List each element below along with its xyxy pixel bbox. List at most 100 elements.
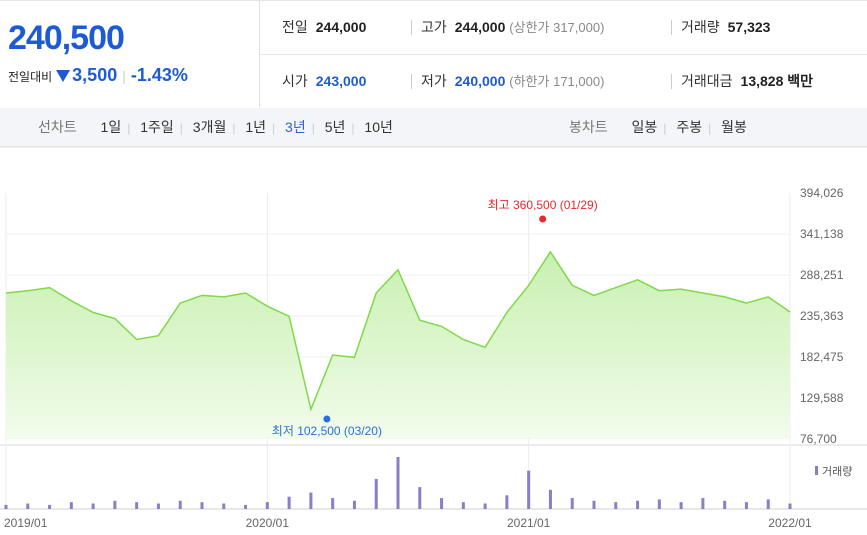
- change-label: 전일대비: [8, 70, 53, 84]
- tab-monthly[interactable]: 월봉: [721, 119, 747, 135]
- line-chart-label: 선차트: [38, 119, 77, 135]
- volume-bar: [766, 499, 770, 509]
- tab-divider: |: [232, 121, 236, 135]
- stat-prev-close: 전일 244,000: [282, 1, 366, 54]
- volume-bar: [744, 502, 748, 509]
- tab-divider: |: [311, 121, 315, 135]
- y-tick-label: 341,138: [800, 227, 844, 241]
- volume-bar: [440, 498, 444, 509]
- low-marker: [323, 415, 331, 423]
- tab-divider: |: [351, 121, 355, 135]
- tab-divider: |: [663, 121, 667, 135]
- stat-sub: (상한가 317,000): [509, 20, 605, 35]
- volume-bar: [374, 478, 378, 509]
- change-row: 전일대비 3,500 | -1.43%: [8, 65, 188, 86]
- stat-label: 거래대금: [681, 73, 733, 89]
- volume-bar: [200, 502, 204, 509]
- stat-value: 13,828 백만: [740, 73, 814, 89]
- stat-volume: 거래량 57,323: [670, 1, 770, 54]
- volume-bar: [287, 496, 291, 509]
- x-tick-label: 2021/01: [507, 516, 551, 530]
- stat-open: 시가 243,000: [282, 55, 366, 108]
- divider: |: [122, 68, 126, 84]
- volume-bar: [657, 499, 661, 509]
- volume-bar: [178, 500, 182, 509]
- tab-divider: |: [708, 121, 712, 135]
- stat-high: 고가 244,000 (상한가 317,000): [410, 1, 605, 54]
- volume-bar: [461, 502, 465, 509]
- volume-bar: [396, 457, 400, 509]
- stat-label: 거래량: [681, 19, 720, 35]
- quote-header: 240,500 전일대비 3,500 | -1.43% 전일 244,000 고가 244…: [0, 0, 867, 109]
- y-tick-label: 394,026: [800, 186, 844, 200]
- volume-bar: [505, 495, 509, 509]
- tab-5year[interactable]: 5년: [324, 119, 346, 135]
- y-tick-label: 235,363: [800, 309, 844, 323]
- x-axis: 2019/01 2020/01 2021/01 2022/01: [4, 516, 812, 530]
- down-triangle-icon: [56, 70, 71, 82]
- volume-bar: [788, 503, 792, 509]
- tab-1week[interactable]: 1주일: [140, 119, 174, 135]
- volume-bar: [548, 489, 552, 509]
- change-percent: -1.43%: [130, 65, 188, 85]
- candle-chart-tabs: 봉차트 일봉 | 주봉 | 월봉: [569, 108, 753, 146]
- current-price: 240,500: [8, 19, 125, 57]
- candle-chart-label: 봉차트: [569, 119, 608, 135]
- volume-bar: [48, 504, 52, 509]
- stat-sub: (하한가 171,000): [509, 74, 605, 89]
- tab-1day[interactable]: 1일: [100, 119, 122, 135]
- volume-bar: [91, 503, 95, 509]
- chart-tabs: 선차트 1일 | 1주일 | 3개월 | 1년 | 3년 | 5년 | 10년 봉차트 일봉…: [0, 108, 867, 147]
- annotations: 최고 360,500 (01/29) 최저 102,500 (03/20): [272, 198, 598, 438]
- price-summary: 240,500 전일대비 3,500 | -1.43%: [0, 1, 260, 107]
- line-chart-tabs: 선차트 1일 | 1주일 | 3개월 | 1년 | 3년 | 5년 | 10년: [38, 108, 399, 146]
- x-tick-label: 2019/01: [4, 516, 48, 530]
- stat-label: 저가: [421, 73, 447, 89]
- volume-bars: 거래량: [4, 457, 852, 509]
- stat-trade-value: 거래대금 13,828 백만: [670, 55, 814, 108]
- volume-bar: [309, 492, 313, 509]
- y-tick-label: 129,588: [800, 391, 844, 405]
- price-line: [5, 250, 791, 412]
- volume-bar: [113, 500, 117, 509]
- tab-weekly[interactable]: 주봉: [676, 119, 703, 135]
- volume-bar: [135, 502, 139, 509]
- volume-bar: [483, 503, 487, 509]
- volume-bar: [418, 487, 422, 509]
- volume-bar: [592, 500, 596, 509]
- volume-bar: [352, 500, 356, 509]
- stat-label: 전일: [282, 19, 308, 35]
- y-tick-label: 288,251: [800, 268, 844, 282]
- volume-bar: [222, 503, 226, 509]
- volume-bar: [701, 498, 705, 509]
- stat-value: 244,000: [315, 19, 367, 35]
- tab-divider: |: [272, 121, 276, 135]
- high-marker: [539, 215, 547, 223]
- price-area: [6, 251, 790, 439]
- volume-bar: [570, 498, 574, 509]
- y-tick-label: 182,475: [800, 350, 844, 364]
- volume-legend-label: 거래량: [822, 465, 852, 478]
- volume-bar: [527, 470, 531, 509]
- tab-10year[interactable]: 10년: [364, 119, 393, 135]
- volume-bar: [723, 500, 727, 509]
- stat-low: 저가 240,000 (하한가 171,000): [410, 55, 605, 108]
- low-label: 최저 102,500 (03/20): [272, 424, 382, 438]
- change-amount: 3,500: [72, 65, 118, 85]
- high-label: 최고 360,500 (01/29): [488, 198, 598, 212]
- tab-daily[interactable]: 일봉: [631, 119, 658, 135]
- tab-3month[interactable]: 3개월: [192, 119, 227, 135]
- y-axis: 394,026 341,138 288,251 235,363 182,475 129,5…: [800, 186, 844, 446]
- tab-1year[interactable]: 1년: [245, 119, 267, 135]
- volume-bar: [636, 500, 640, 509]
- price-chart: 394,026 341,138 288,251 235,363 182,475 129,5…: [0, 147, 867, 530]
- volume-bar: [4, 504, 8, 509]
- volume-bar: [331, 498, 335, 509]
- volume-bar: [679, 502, 683, 509]
- tab-3year[interactable]: 3년: [285, 119, 306, 135]
- stat-value: 244,000: [454, 19, 506, 35]
- volume-bar: [265, 502, 269, 509]
- volume-bar: [26, 503, 30, 509]
- stat-value: 243,000: [315, 73, 367, 89]
- stats-row-1: 전일 244,000 고가 244,000 (상한가 317,000) 거래량 57,…: [260, 1, 867, 55]
